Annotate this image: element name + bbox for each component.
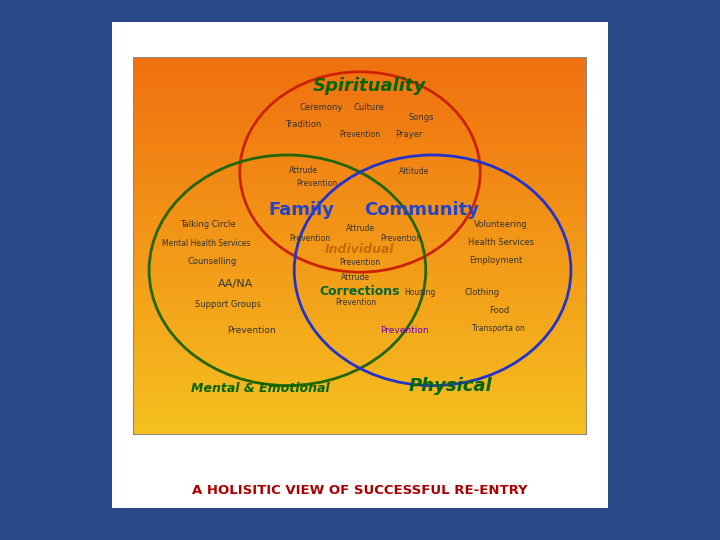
Text: Prayer: Prayer <box>395 130 423 139</box>
Text: Songs: Songs <box>408 113 434 122</box>
FancyBboxPatch shape <box>112 22 608 508</box>
Text: Attrude: Attrude <box>341 273 370 282</box>
Text: Prevention: Prevention <box>227 326 276 335</box>
Text: Volunteering: Volunteering <box>474 220 528 230</box>
Text: Employment: Employment <box>469 256 523 265</box>
Text: Community: Community <box>364 201 479 219</box>
Text: Tradition: Tradition <box>285 120 321 129</box>
Text: AA/NA: AA/NA <box>217 279 253 288</box>
Text: Housing: Housing <box>404 288 436 298</box>
Text: Counselling: Counselling <box>188 257 237 266</box>
Text: Spirituality: Spirituality <box>312 77 426 96</box>
Text: Prevention: Prevention <box>380 234 421 242</box>
Text: Transporta on: Transporta on <box>472 325 525 333</box>
Text: A HOLISITIC VIEW OF SUCCESSFUL RE-ENTRY: A HOLISITIC VIEW OF SUCCESSFUL RE-ENTRY <box>192 484 528 497</box>
Text: Prevention: Prevention <box>339 258 381 267</box>
Text: Prevention: Prevention <box>335 298 376 307</box>
Text: Support Groups: Support Groups <box>195 300 261 309</box>
Text: Prevention: Prevention <box>380 326 429 335</box>
Text: Family: Family <box>268 201 334 219</box>
Text: Culture: Culture <box>354 103 384 112</box>
Text: Prevention: Prevention <box>339 130 381 139</box>
Text: Red  Lodge Transition Services Model: Red Lodge Transition Services Model <box>213 455 507 469</box>
Text: Individual: Individual <box>325 243 395 256</box>
Text: Ceremony: Ceremony <box>300 103 343 112</box>
Text: Physical: Physical <box>409 377 492 395</box>
Text: Mental Health Services: Mental Health Services <box>161 239 250 248</box>
Text: Altitude: Altitude <box>400 167 430 177</box>
Text: Food: Food <box>490 306 510 315</box>
Text: Health Services: Health Services <box>467 238 534 247</box>
Text: Attrude: Attrude <box>289 166 318 174</box>
Text: Attrude: Attrude <box>346 224 374 233</box>
Text: Clothing: Clothing <box>465 288 500 298</box>
Text: Corrections: Corrections <box>320 285 400 298</box>
Text: Mental & Emotional: Mental & Emotional <box>191 382 330 395</box>
Text: Prevention: Prevention <box>297 179 338 188</box>
Text: Talking Circle: Talking Circle <box>180 220 236 230</box>
Text: Prevention: Prevention <box>289 234 330 242</box>
